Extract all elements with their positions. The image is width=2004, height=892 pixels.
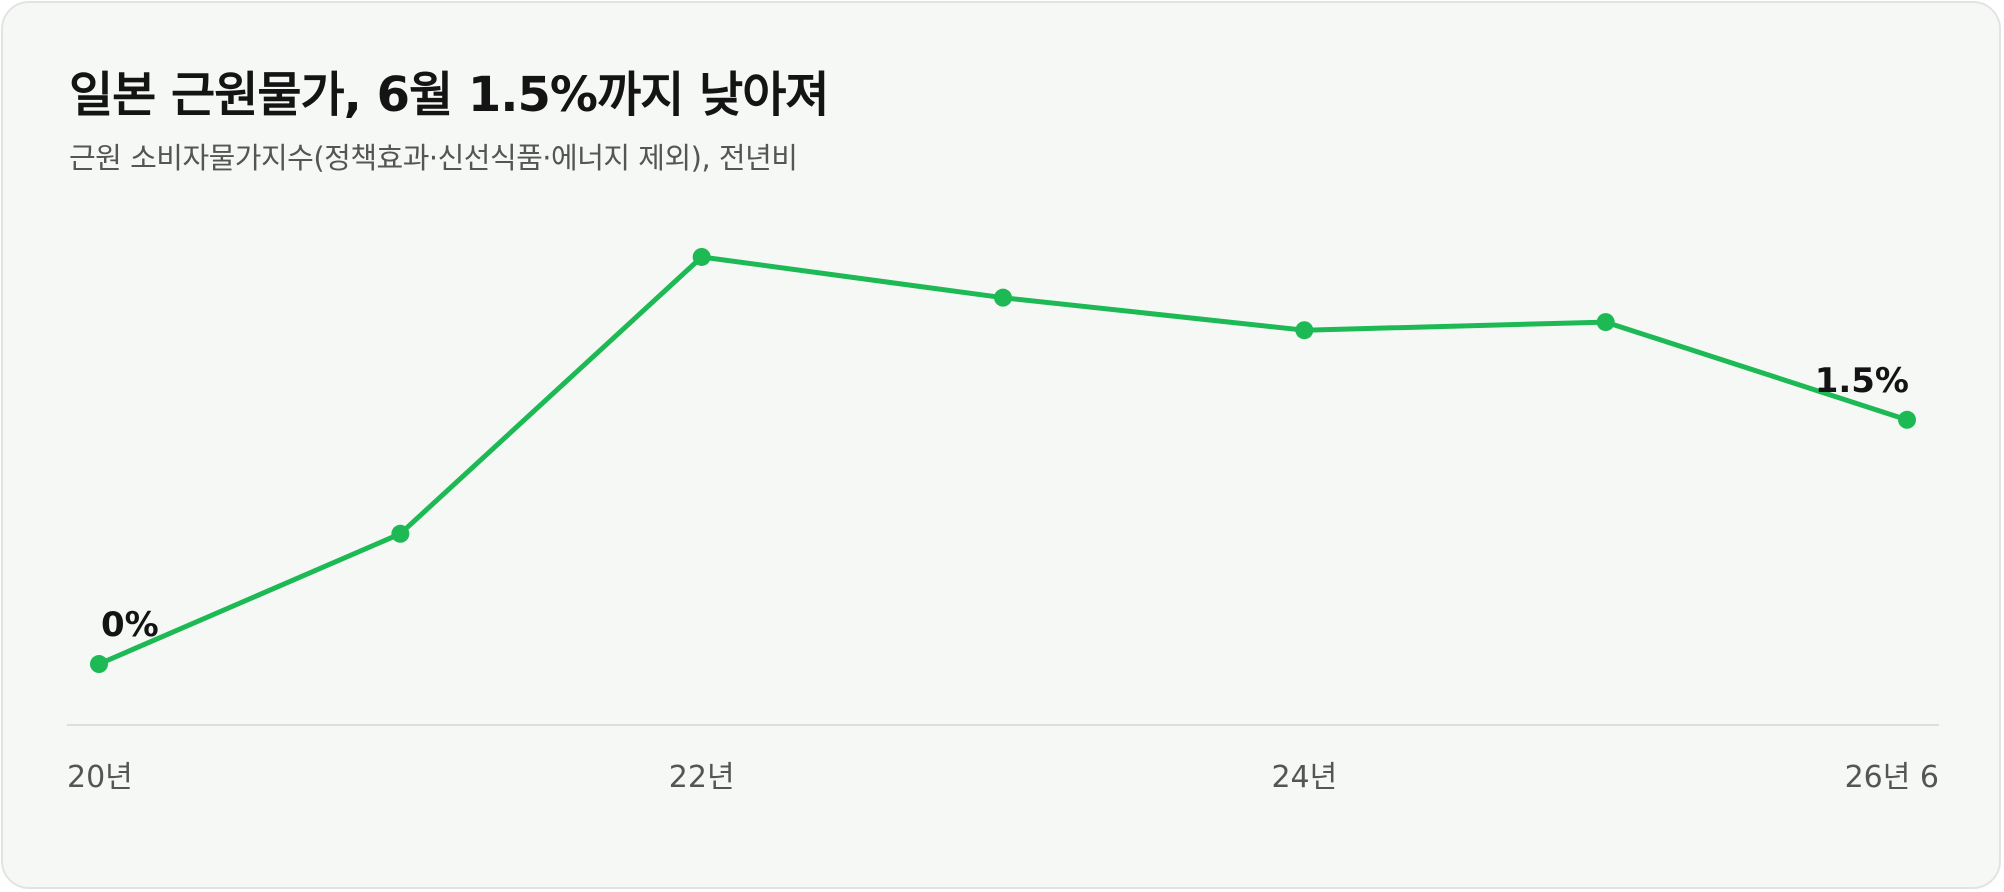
line-chart: 20년 22년 24년 26년 6 0% 1.5%: [67, 247, 1939, 795]
data-point: [692, 247, 711, 266]
chart-subtitle: 근원 소비자물가지수(정책효과·신선식품·에너지 제외), 전년비: [69, 141, 798, 175]
series-line: [96, 254, 1910, 667]
chart-title: 일본 근원물가, 6월 1.5%까지 낮아져: [69, 67, 830, 123]
data-point: [994, 288, 1012, 307]
data-point: [1596, 313, 1615, 332]
data-label: 1.5%: [1815, 361, 1909, 401]
x-tick-label: 22년: [669, 760, 735, 795]
data-label: 0%: [101, 605, 159, 645]
x-tick-label: 26년 6: [1845, 760, 1939, 795]
data-point: [90, 655, 108, 674]
x-tick-label: 20년: [67, 760, 133, 795]
data-point: [1898, 410, 1916, 429]
data-point: [391, 524, 410, 543]
x-tick-label: 24년: [1271, 760, 1337, 795]
data-point: [1295, 321, 1314, 340]
